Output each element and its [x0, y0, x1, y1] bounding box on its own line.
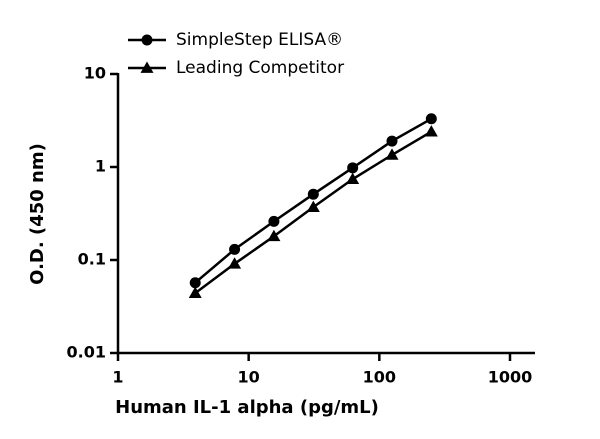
legend-marker	[141, 34, 153, 46]
legend-label: SimpleStep ELISA®	[176, 30, 343, 50]
data-point	[267, 229, 281, 242]
legend-marker	[140, 61, 154, 73]
data-point	[268, 215, 280, 227]
data-point	[386, 135, 398, 147]
y-tick-label: 0.01	[67, 343, 106, 362]
data-point	[188, 286, 202, 299]
y-tick-label: 10	[84, 64, 106, 83]
data-point	[189, 277, 201, 289]
data-point	[346, 172, 360, 185]
legend-label: Leading Competitor	[176, 58, 344, 78]
x-axis-title: Human IL-1 alpha (pg/mL)	[115, 397, 379, 418]
data-point	[228, 257, 242, 269]
x-tick-label: 10	[238, 368, 260, 387]
y-tick-label: 1	[95, 157, 106, 176]
x-tick-label: 1	[112, 368, 123, 387]
data-point	[307, 188, 319, 200]
data-point	[425, 113, 437, 125]
data-point	[306, 200, 320, 213]
x-tick-label: 1000	[488, 368, 533, 387]
data-point	[229, 243, 241, 255]
data-point	[347, 162, 359, 174]
x-tick-label: 100	[363, 368, 396, 387]
y-tick-label: 0.1	[78, 250, 106, 269]
data-point	[385, 148, 399, 160]
data-point	[424, 125, 438, 137]
y-axis-title: O.D. (450 nm)	[27, 143, 48, 285]
